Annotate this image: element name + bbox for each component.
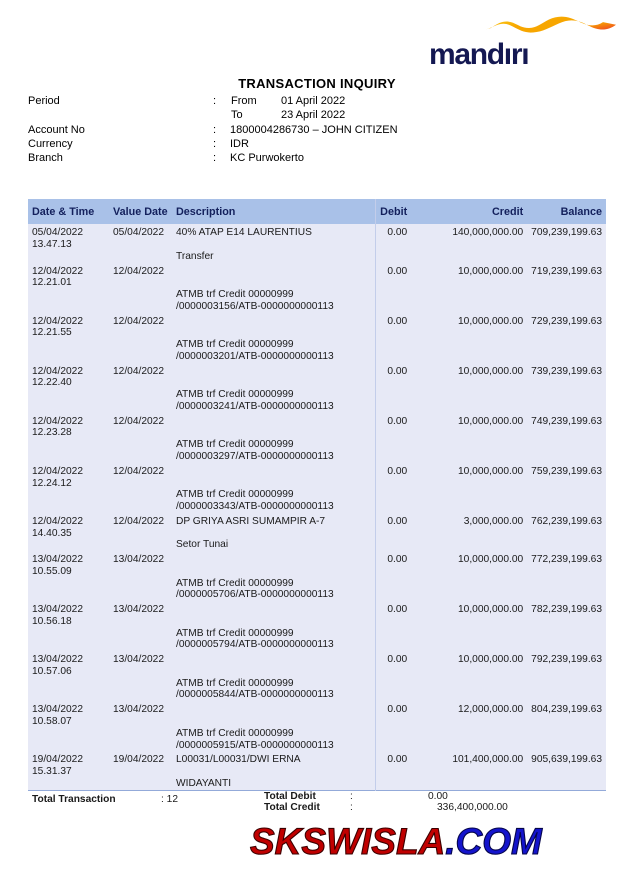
svg-text:SKSWISLA.COM: SKSWISLA.COM xyxy=(250,821,543,862)
